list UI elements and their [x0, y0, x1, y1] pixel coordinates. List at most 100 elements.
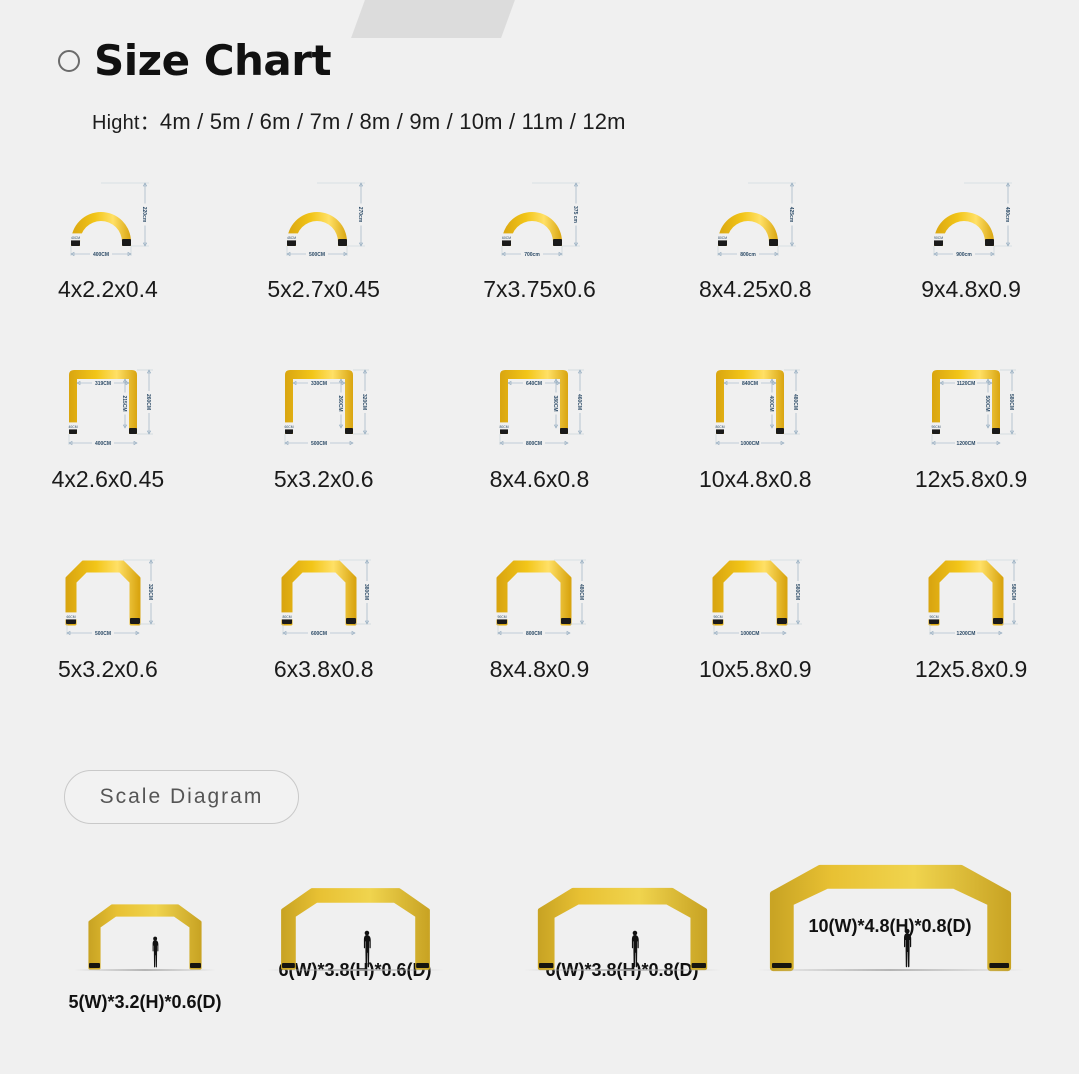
arch-foot-right	[337, 239, 347, 246]
svg-text:800CM: 800CM	[526, 631, 542, 637]
dimension-horizontal: 80CM	[493, 422, 516, 430]
svg-text:400CM: 400CM	[95, 441, 111, 447]
arch-figure: 400CM 260CM 319CM 215CM 40CM	[8, 358, 208, 458]
spec-row-octagon: 500CM 320CM 60CM 5x3.2x0.6	[0, 548, 1079, 683]
svg-text:580CM: 580CM	[794, 584, 800, 600]
svg-text:60CM: 60CM	[502, 236, 511, 240]
scale-arch-body	[537, 887, 707, 971]
svg-text:425cm: 425cm	[788, 207, 794, 223]
dimension-horizontal: 1200CM	[931, 439, 1001, 447]
dimension-vertical: 425cm	[788, 182, 796, 247]
dimension-horizontal: 40CM	[64, 233, 87, 241]
scale-figure	[60, 904, 230, 976]
dimension-horizontal: 90CM	[923, 612, 946, 620]
svg-text:270cm: 270cm	[357, 207, 363, 223]
spec-cell: 900cm 480cm 90CM 9x4.8x0.9	[863, 168, 1079, 303]
dimension-vertical: 480CM	[792, 369, 800, 435]
dimension-horizontal: 640CM	[507, 379, 562, 387]
spec-size-label: 10x5.8x0.9	[699, 656, 812, 682]
page-title: Size Chart	[94, 36, 332, 85]
svg-text:480CM: 480CM	[579, 584, 585, 600]
dimension-horizontal: 800CM	[499, 439, 570, 447]
svg-text:40CM: 40CM	[68, 425, 77, 429]
arch-foot-left	[713, 618, 724, 624]
spec-row-round: 400CM 220cm 40CM 4x2.2x0.4	[0, 168, 1079, 303]
dimension-horizontal: 60CM	[277, 422, 300, 430]
arch-figure: 800cm 425cm 80CM	[655, 168, 855, 268]
arch-foot-left	[70, 239, 80, 246]
arch-figure: 500CM 320CM 60CM	[8, 548, 208, 648]
dimension-vertical: 260CM	[337, 378, 345, 429]
svg-text:45CM: 45CM	[287, 236, 296, 240]
svg-text:480cm: 480cm	[1004, 207, 1010, 223]
dimension-horizontal: 500CM	[66, 629, 140, 637]
dimension-horizontal: 400CM	[68, 439, 138, 447]
spec-cell: 1200CM 580CM 90CM 12x5.8x0.9	[863, 548, 1079, 683]
arch-foot-right	[553, 239, 563, 246]
dimension-horizontal: 90CM	[491, 612, 514, 620]
dimension-horizontal: 80CM	[711, 233, 734, 241]
spec-size-label: 12x5.8x0.9	[914, 466, 1028, 492]
arch-body	[934, 212, 995, 246]
spec-size-label: 8x4.25x0.8	[699, 276, 812, 302]
dimension-vertical: 260CM	[145, 369, 153, 435]
scale-diagram-label: Scale Diagram	[99, 785, 264, 808]
svg-text:319CM: 319CM	[95, 381, 111, 387]
dimension-horizontal: 80CM	[275, 612, 298, 620]
scale-item: 6(W)*3.8(H)*0.6(D)	[253, 888, 458, 981]
arch-foot-left	[497, 618, 508, 624]
dimension-horizontal: 1000CM	[713, 629, 787, 637]
svg-text:580CM: 580CM	[1010, 584, 1016, 600]
spec-size-label: 12x5.8x0.9	[914, 656, 1028, 682]
scale-arch-foot-right	[190, 963, 201, 968]
dimension-horizontal: 1000CM	[715, 439, 785, 447]
dimension-horizontal: 400CM	[70, 250, 132, 258]
scale-figure	[743, 864, 1038, 976]
dimension-vertical: 380CM	[553, 378, 560, 429]
dimension-vertical: 580CM	[1010, 559, 1018, 625]
spec-size-label: 5x3.2x0.6	[273, 466, 374, 492]
svg-text:700cm: 700cm	[525, 252, 541, 258]
scale-diagram-button[interactable]: Scale Diagram	[64, 770, 299, 824]
dimension-horizontal: 45CM	[280, 233, 303, 241]
arch-foot-right	[985, 239, 995, 246]
svg-text:800CM: 800CM	[526, 441, 542, 447]
svg-text:80CM: 80CM	[716, 425, 725, 429]
arch-foot-left	[934, 239, 944, 246]
arch-body	[70, 212, 131, 246]
spec-size-label: 8x4.8x0.9	[489, 656, 590, 682]
arch-foot-right	[561, 618, 572, 624]
svg-text:40CM: 40CM	[71, 236, 80, 240]
spec-size-label: 10x4.8x0.8	[699, 466, 812, 492]
svg-text:460CM: 460CM	[577, 394, 583, 410]
scale-item: 10(W)*4.8(H)*0.8(D)	[743, 864, 1038, 972]
arch-figure: 1200CM 580CM 1120CM 500CM 90CM	[871, 358, 1071, 458]
svg-text:90CM: 90CM	[498, 615, 507, 619]
arch-foot-left	[65, 618, 76, 624]
spec-cell: 800CM 460CM 640CM 380CM 80CM 8x4.6x0.8	[432, 358, 648, 493]
svg-text:90CM: 90CM	[934, 236, 943, 240]
scale-arch-body	[88, 904, 202, 970]
arch-figure: 500CM 320CM 330CM 260CM 60CM	[224, 358, 424, 458]
ground-shadow	[74, 969, 216, 971]
spec-cell: 1200CM 580CM 1120CM 500CM 90CM 12x5.8x0.…	[863, 358, 1079, 493]
svg-text:80CM: 80CM	[718, 236, 727, 240]
spec-size-label: 8x4.6x0.8	[489, 466, 590, 492]
dimension-horizontal: 800CM	[497, 629, 572, 637]
spec-cell: 800cm 425cm 80CM 8x4.25x0.8	[647, 168, 863, 303]
svg-text:1000CM: 1000CM	[741, 631, 760, 637]
arch-body	[502, 212, 563, 246]
dimension-horizontal: 60CM	[59, 612, 82, 620]
svg-text:480CM: 480CM	[792, 394, 798, 410]
arch-figure: 400CM 220cm 40CM	[8, 168, 208, 268]
dimension-vertical: 580CM	[1008, 369, 1016, 435]
page-header: Size Chart	[58, 36, 332, 85]
dimension-vertical: 270cm	[357, 182, 365, 247]
arch-figure: 800CM 480CM 90CM	[439, 548, 639, 648]
spec-cell: 1000CM 580CM 90CM 10x5.8x0.9	[647, 548, 863, 683]
scale-arch-foot-right	[988, 963, 1009, 968]
dimension-horizontal: 90CM	[707, 612, 730, 620]
arch-foot-right	[560, 428, 569, 434]
arch-body	[286, 212, 347, 246]
spec-cell: 1000CM 480CM 840CM 400CM 80CM 10x4.8x0.8	[647, 358, 863, 493]
